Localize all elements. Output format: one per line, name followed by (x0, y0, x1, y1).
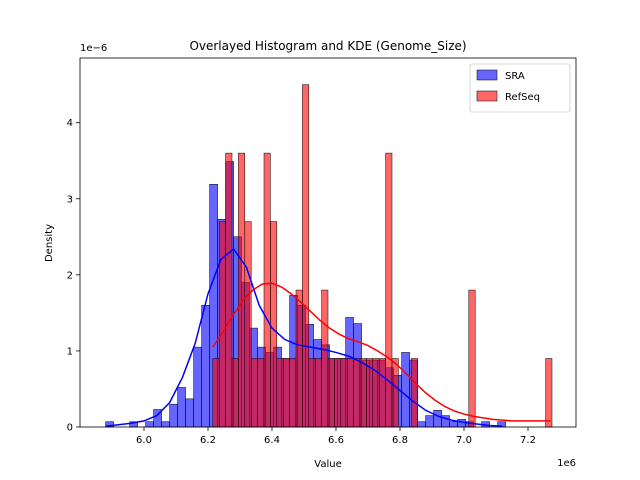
refseq-histogram-bar (468, 289, 476, 428)
refseq-histogram-bar (353, 358, 361, 428)
legend-refseq-swatch (476, 90, 498, 102)
sra-histogram-bar (177, 387, 186, 428)
refseq-histogram-bar (250, 358, 258, 428)
refseq-histogram-bar (225, 152, 233, 428)
legend-refseq-label: RefSeq (505, 92, 540, 103)
sra-histogram-bar (145, 421, 154, 428)
legend: SRA RefSeq (469, 63, 571, 113)
y-tick-label: 0 (67, 423, 73, 434)
refseq-histogram-bar (295, 289, 303, 428)
refseq-histogram-bar (257, 358, 265, 428)
y-tick-label: 4 (67, 118, 73, 129)
refseq-histogram-bar (314, 358, 322, 428)
y-tick-label: 3 (67, 194, 73, 205)
x-tick-label: 6.6 (328, 435, 344, 446)
x-axis-ticks: 6.0 6.2 6.4 6.6 6.8 7.0 7.2 (136, 427, 536, 446)
refseq-histogram-bar (308, 358, 316, 428)
refseq-histogram-bar (289, 358, 297, 428)
sra-histogram-bar (401, 352, 410, 428)
x-tick-label: 6.4 (264, 435, 280, 446)
refseq-kde-line (212, 282, 551, 422)
refseq-histogram-bar (545, 358, 553, 428)
chart-title: Overlayed Histogram and KDE (Genome_Size… (189, 39, 466, 53)
refseq-histogram-bar (270, 221, 278, 428)
refseq-histogram-bar (263, 152, 271, 428)
refseq-histogram-bar (334, 358, 342, 428)
x-tick-label: 6.2 (200, 435, 216, 446)
sra-histogram-bar (449, 421, 458, 428)
y-axis-ticks: 0 1 2 3 4 (67, 118, 80, 434)
refseq-histogram-bar (410, 358, 418, 428)
x-tick-label: 7.2 (520, 435, 536, 446)
x-tick-label: 6.8 (392, 435, 408, 446)
sra-histogram-bar (169, 403, 178, 428)
y-axis-label: Density (44, 224, 55, 262)
x-axis-label: Value (314, 459, 341, 470)
refseq-histogram-bar (391, 358, 399, 428)
refseq-histogram-bar (385, 152, 393, 428)
x-tick-label: 6.0 (136, 435, 152, 446)
x-tick-label: 7.0 (456, 435, 472, 446)
sra-histogram-bar (425, 415, 434, 428)
legend-sra-label: SRA (505, 71, 525, 82)
refseq-histogram-bar (218, 221, 226, 428)
refseq-histogram-bar (302, 84, 310, 428)
refseq-histogram-bars (212, 84, 553, 428)
refseq-histogram-bar (327, 358, 335, 428)
x-axis-offset-label: 1e6 (557, 458, 576, 469)
legend-sra-swatch (476, 69, 498, 81)
sra-histogram-bar (193, 346, 202, 428)
sra-histogram-bar (433, 410, 442, 428)
refseq-histogram-bar (378, 358, 386, 428)
refseq-histogram-bar (359, 358, 367, 428)
y-tick-label: 2 (67, 270, 73, 281)
refseq-histogram-bar (238, 152, 246, 428)
refseq-histogram-bar (276, 358, 284, 428)
sra-histogram-bar (161, 421, 170, 428)
y-axis-offset-label: 1e−6 (80, 43, 107, 54)
refseq-histogram-bar (321, 289, 329, 428)
refseq-histogram-bar (340, 358, 348, 428)
refseq-histogram-bar (212, 358, 220, 428)
axes-frame (79, 57, 577, 428)
sra-kde-line (105, 247, 503, 427)
sra-histogram-bar (417, 421, 426, 428)
sra-histogram-bar (185, 398, 194, 428)
refseq-histogram-bar (346, 358, 354, 428)
sra-histogram-bar (201, 305, 210, 428)
refseq-histogram-bar (282, 358, 290, 428)
y-tick-label: 1 (67, 346, 73, 357)
refseq-histogram-bar (231, 358, 239, 428)
refseq-histogram-bar (244, 221, 252, 428)
